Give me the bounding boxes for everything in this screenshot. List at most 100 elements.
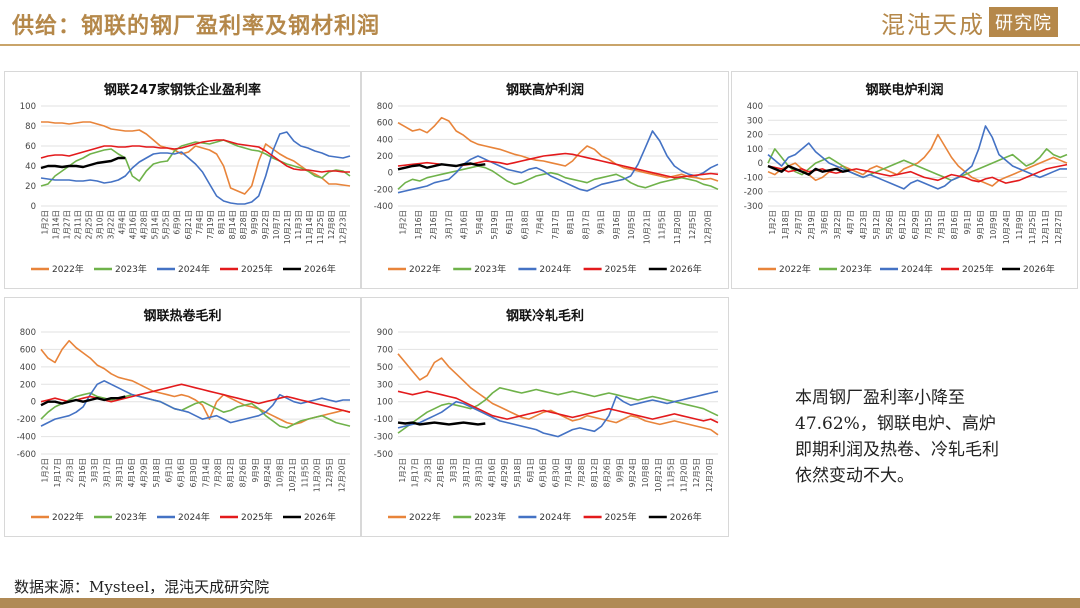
x-tick-label: 2月16日 xyxy=(78,458,87,487)
x-tick-label: 11月20日 xyxy=(673,210,682,244)
legend-label: 2026年 xyxy=(304,263,336,275)
series-line xyxy=(40,131,351,205)
x-tick-label: 2月11日 xyxy=(73,210,82,239)
footer-bar xyxy=(0,598,1080,608)
x-tick-label: 4月16日 xyxy=(127,458,136,487)
y-tick-label: 60 xyxy=(25,142,36,152)
x-tick-label: 1月2日 xyxy=(40,210,49,235)
series-line xyxy=(40,380,350,427)
x-tick-label: 10月9日 xyxy=(989,210,998,239)
y-tick-label: 600 xyxy=(20,345,36,355)
x-tick-label: 12月5日 xyxy=(692,458,701,487)
y-tick-label: 0 xyxy=(31,398,36,408)
x-tick-label: 12月20日 xyxy=(337,458,346,492)
x-tick-label: 11月20日 xyxy=(313,458,322,492)
x-tick-label: 2月25日 xyxy=(84,210,93,239)
legend-label: 2026年 xyxy=(670,511,702,523)
legend-label: 2026年 xyxy=(1023,263,1055,275)
x-tick-label: 6月21日 xyxy=(184,210,193,239)
x-tick-label: 10月5日 xyxy=(627,210,636,239)
y-tick-label: 300 xyxy=(747,116,763,126)
series-line xyxy=(40,392,351,429)
y-tick-label: 700 xyxy=(377,345,393,355)
x-tick-label: 8月12日 xyxy=(590,458,599,487)
y-tick-label: 600 xyxy=(377,119,393,129)
x-tick-label: 6月16日 xyxy=(177,458,186,487)
x-tick-label: 3月17日 xyxy=(462,458,471,487)
x-tick-label: 11月14日 xyxy=(305,210,314,244)
x-tick-label: 7月4日 xyxy=(536,210,545,235)
series-line xyxy=(40,139,351,187)
x-tick-label: 9月16日 xyxy=(976,210,985,239)
y-tick-label: 20 xyxy=(25,182,36,192)
x-tick-label: 8月26日 xyxy=(603,458,612,487)
y-tick-label: -300 xyxy=(374,433,393,443)
chart-title: 钢联高炉利润 xyxy=(506,82,584,98)
chart-panel-blast-furnace: 钢联高炉利润 -400 -200 0 200 400 600 800 1月2日 1月16日 2月16… xyxy=(361,71,729,289)
x-tick-label: 9月24日 xyxy=(628,458,637,487)
logo-badge: 研究院 xyxy=(989,7,1058,37)
x-tick-label: 6月12日 xyxy=(898,210,907,239)
x-tick-label: 1月17日 xyxy=(53,458,62,487)
x-tick-label: 5月26日 xyxy=(885,210,894,239)
x-tick-label: 8月14日 xyxy=(228,210,237,239)
x-tick-label: 8月17日 xyxy=(581,210,590,239)
y-tick-label: -600 xyxy=(17,450,36,460)
x-tick-label: 7月19日 xyxy=(206,210,215,239)
commentary-text: 本周钢厂盈利率小降至47.62%，钢联电炉、高炉即期利润及热卷、冷轧毛利依然变动… xyxy=(795,388,999,486)
x-tick-label: 4月16日 xyxy=(487,458,496,487)
legend-label: 2022年 xyxy=(52,511,84,523)
y-tick-label: 0 xyxy=(388,169,393,179)
y-tick-label: 80 xyxy=(25,122,36,132)
y-tick-label: 300 xyxy=(377,380,393,390)
data-source: 数据来源：Mysteel，混沌天成研究院 xyxy=(14,578,270,596)
x-tick-label: 11月5日 xyxy=(658,210,667,239)
x-tick-label: 3月31日 xyxy=(115,458,124,487)
y-tick-label: -200 xyxy=(17,415,36,425)
y-tick-label: 900 xyxy=(377,328,393,338)
x-tick-label: 5月18日 xyxy=(152,458,161,487)
x-tick-label: 3月17日 xyxy=(103,458,112,487)
x-tick-label: 5月14日 xyxy=(151,210,160,239)
legend-label: 2024年 xyxy=(178,511,210,523)
x-tick-label: 3月6日 xyxy=(820,210,829,235)
x-tick-label: 12月5日 xyxy=(688,210,697,239)
legend-label: 2023年 xyxy=(474,511,506,523)
x-tick-label: 8月12日 xyxy=(226,458,235,487)
x-tick-label: 1月14日 xyxy=(51,210,60,239)
x-tick-label: 6月1日 xyxy=(526,458,535,483)
x-tick-label: 6月30日 xyxy=(551,458,560,487)
x-tick-label: 2月16日 xyxy=(429,210,438,239)
x-tick-label: 12月27日 xyxy=(1054,210,1063,244)
series-line xyxy=(40,139,350,173)
x-tick-label: 6月1日 xyxy=(505,210,514,235)
chart-panel-profit-rate: 钢联247家钢铁企业盈利率 0 20 40 60 80 100 1月2日 1月14日 1月27日 2… xyxy=(4,71,361,289)
y-tick-label: 100 xyxy=(377,398,393,408)
chart-title: 钢联热卷毛利 xyxy=(143,308,221,324)
x-tick-label: 4月4日 xyxy=(118,210,127,235)
x-tick-label: 9月16日 xyxy=(612,210,621,239)
legend-label: 2022年 xyxy=(409,263,441,275)
x-tick-label: 6月29日 xyxy=(911,210,920,239)
series-line xyxy=(397,165,719,191)
x-tick-label: 4月23日 xyxy=(859,210,868,239)
x-tick-label: 1月16日 xyxy=(414,210,423,239)
series-line xyxy=(767,133,1068,187)
y-tick-label: -200 xyxy=(744,188,763,198)
brand-logo: 混沌天成 研究院 xyxy=(881,6,1058,39)
x-tick-label: 1月2日 xyxy=(41,458,50,483)
x-tick-label: 8月1日 xyxy=(217,210,226,235)
y-tick-label: -500 xyxy=(374,450,393,460)
x-tick-label: 8月26日 xyxy=(238,458,247,487)
y-tick-label: 200 xyxy=(377,152,393,162)
x-tick-label: 11月25日 xyxy=(316,210,325,244)
x-tick-label: 2月3日 xyxy=(423,458,432,483)
x-tick-label: 4月28日 xyxy=(140,210,149,239)
series-line xyxy=(767,164,850,176)
x-tick-label: 1月2日 xyxy=(768,210,777,235)
x-tick-label: 9月1日 xyxy=(963,210,972,235)
series-line xyxy=(397,421,486,426)
y-tick-label: -200 xyxy=(374,185,393,195)
y-tick-label: 400 xyxy=(747,102,763,112)
